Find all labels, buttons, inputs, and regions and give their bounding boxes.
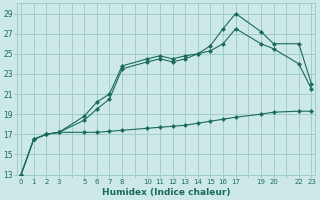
X-axis label: Humidex (Indice chaleur): Humidex (Indice chaleur) <box>102 188 230 197</box>
